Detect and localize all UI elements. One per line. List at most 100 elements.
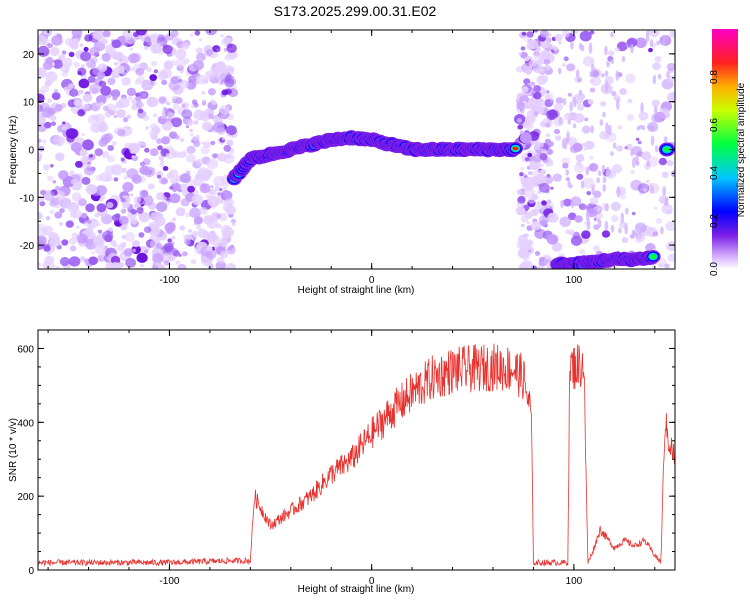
noise-speckle xyxy=(226,43,237,53)
noise-speckle xyxy=(225,125,237,136)
noise-speckle xyxy=(223,191,233,200)
noise-speckle xyxy=(91,251,95,255)
noise-speckle xyxy=(83,46,89,52)
noise-speckle xyxy=(94,113,105,124)
noise-speckle xyxy=(546,148,554,155)
noise-speckle xyxy=(202,255,208,260)
noise-speckle xyxy=(81,132,85,137)
colorbar-tick-label: 0.8 xyxy=(709,70,720,84)
y-tick-label: -10 xyxy=(20,193,35,204)
noise-speckle xyxy=(602,176,607,184)
noise-speckle xyxy=(589,197,599,205)
colorbar-tick-label: 0.6 xyxy=(709,118,720,132)
noise-speckle xyxy=(666,241,675,252)
noise-speckle xyxy=(149,148,159,157)
noise-speckle xyxy=(653,206,658,210)
noise-speckle xyxy=(546,109,558,121)
noise-speckle xyxy=(539,153,548,161)
noise-speckle xyxy=(94,244,106,255)
noise-speckle xyxy=(127,142,140,154)
snr-panel: -100 0 100 0 200 400 600 Height of straight li… xyxy=(8,329,676,595)
noise-speckle xyxy=(99,172,111,182)
noise-speckle xyxy=(161,136,171,145)
noise-speckle xyxy=(647,156,659,167)
noise-speckle xyxy=(581,230,591,239)
noise-speckle xyxy=(650,135,655,146)
noise-speckle xyxy=(150,133,158,140)
noise-speckle xyxy=(146,96,159,108)
noise-speckle xyxy=(573,163,586,174)
noise-speckle xyxy=(47,251,52,255)
noise-speckle xyxy=(166,101,171,106)
noise-speckle xyxy=(570,235,583,246)
noise-speckle xyxy=(102,105,109,111)
noise-speckle xyxy=(101,65,107,70)
noise-speckle xyxy=(106,201,114,209)
noise-speckle xyxy=(635,160,640,166)
noise-speckle xyxy=(641,125,646,131)
noise-speckle xyxy=(610,215,619,223)
noise-speckle xyxy=(183,234,188,239)
noise-speckle xyxy=(577,77,582,83)
noise-speckle xyxy=(38,142,41,147)
noise-speckle xyxy=(536,201,541,205)
noise-speckle xyxy=(155,192,165,201)
noise-speckle xyxy=(38,111,42,117)
y-tick-label: 400 xyxy=(17,418,34,429)
noise-speckle xyxy=(95,185,107,196)
noise-speckle xyxy=(77,71,82,76)
noise-speckle xyxy=(78,78,90,89)
noise-speckle xyxy=(76,225,80,229)
noise-speckle xyxy=(605,122,609,134)
noise-speckle xyxy=(98,80,107,88)
noise-speckle xyxy=(561,63,566,67)
noise-speckle xyxy=(148,42,152,46)
noise-speckle xyxy=(69,40,79,49)
noise-speckle xyxy=(649,30,660,38)
noise-speckle xyxy=(533,91,542,100)
noise-speckle xyxy=(169,186,174,190)
snr-plot-area xyxy=(38,343,675,568)
noise-speckle xyxy=(170,182,181,191)
noise-speckle xyxy=(651,99,660,108)
noise-speckle xyxy=(47,43,53,49)
noise-speckle xyxy=(88,256,98,266)
noise-speckle xyxy=(667,75,675,83)
noise-speckle xyxy=(179,225,186,231)
noise-speckle xyxy=(652,231,659,237)
noise-speckle xyxy=(523,78,531,85)
noise-speckle xyxy=(78,198,87,207)
noise-speckle xyxy=(214,69,227,80)
noise-speckle xyxy=(521,31,527,36)
noise-speckle xyxy=(563,56,569,62)
noise-speckle xyxy=(135,101,144,109)
noise-speckle xyxy=(544,65,551,71)
noise-speckle xyxy=(61,70,68,77)
noise-speckle xyxy=(123,175,128,180)
noise-speckle xyxy=(71,192,82,202)
noise-speckle xyxy=(59,222,64,226)
noise-speckle xyxy=(182,251,188,257)
noise-speckle xyxy=(564,112,573,121)
noise-speckle xyxy=(616,186,621,198)
noise-speckle xyxy=(42,139,47,144)
noise-speckle xyxy=(216,48,221,52)
noise-speckle xyxy=(189,128,194,133)
colorbar-tick-label: 0.0 xyxy=(709,262,720,276)
noise-speckle xyxy=(635,37,647,49)
noise-speckle xyxy=(561,30,570,38)
noise-speckle xyxy=(205,30,217,36)
noise-speckle xyxy=(601,230,611,238)
noise-speckle xyxy=(122,181,134,193)
noise-speckle xyxy=(538,182,550,193)
noise-speckle xyxy=(524,56,530,62)
noise-speckle xyxy=(516,118,522,123)
noise-speckle xyxy=(543,58,551,65)
noise-speckle xyxy=(189,33,194,37)
noise-speckle xyxy=(195,47,203,54)
noise-speckle xyxy=(61,239,69,246)
noise-speckle xyxy=(100,213,113,225)
noise-speckle xyxy=(68,237,77,245)
noise-speckle xyxy=(610,32,614,38)
